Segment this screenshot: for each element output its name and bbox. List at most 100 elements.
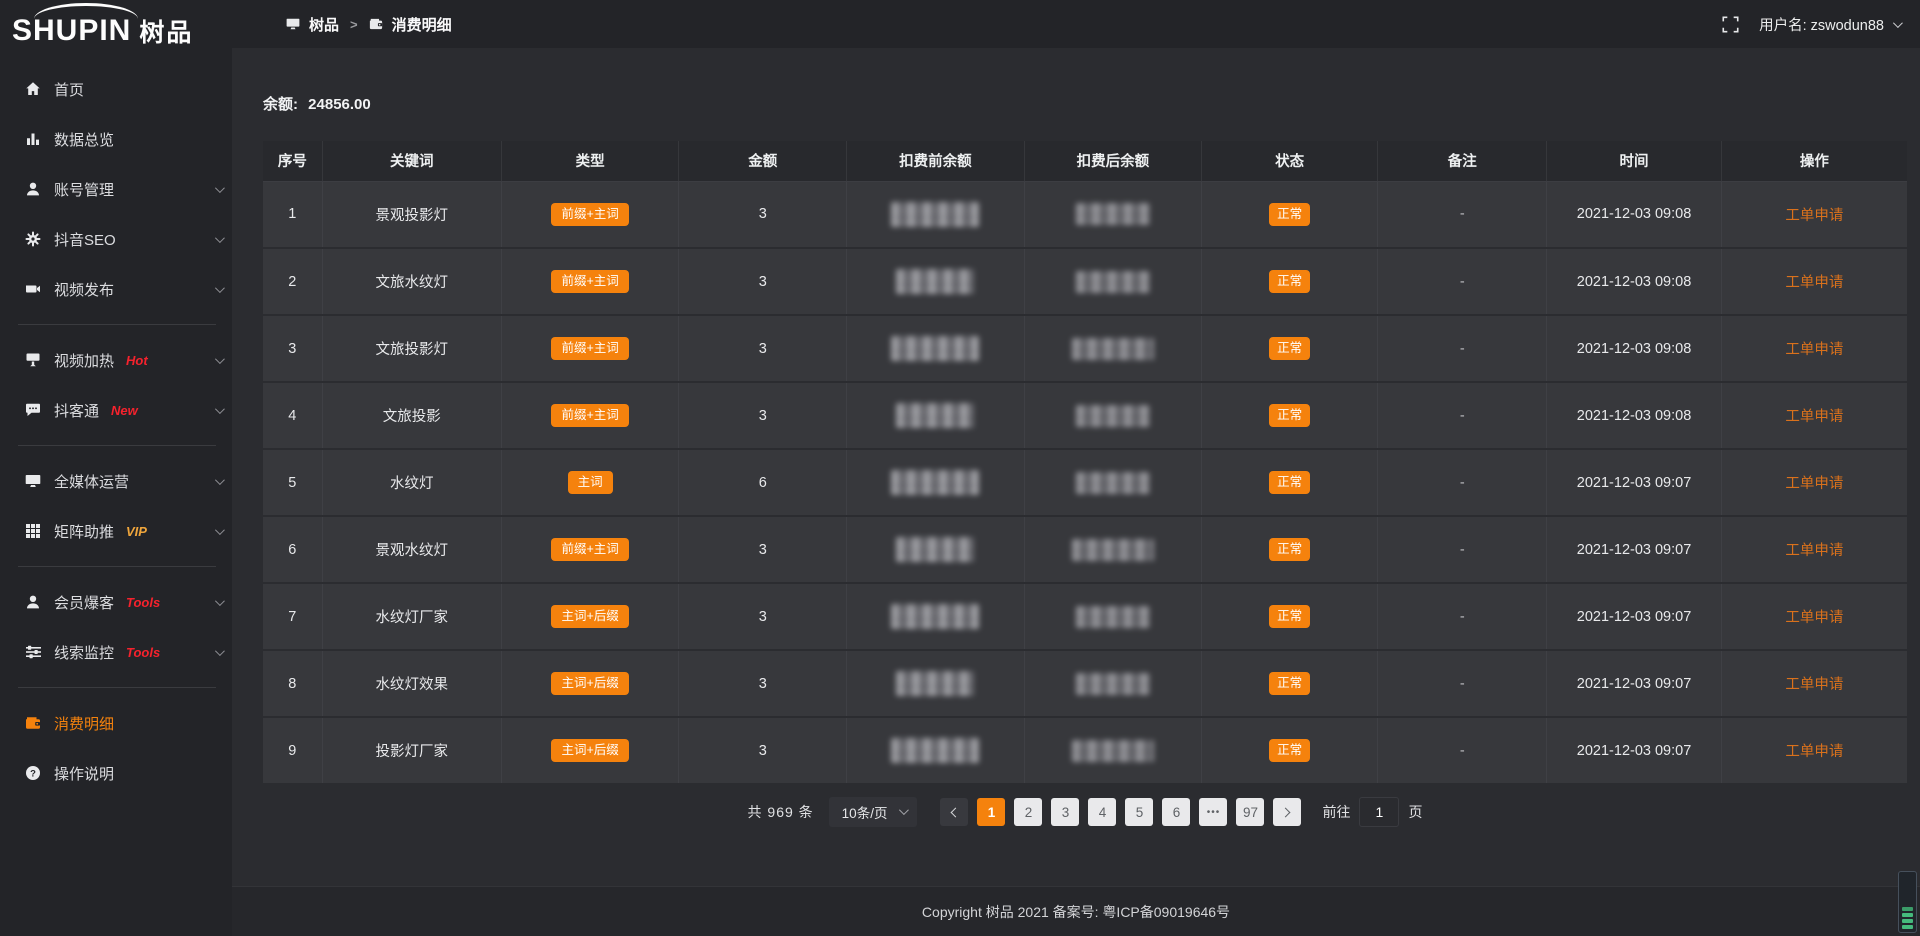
cell-time: 2021-12-03 09:08 bbox=[1546, 181, 1722, 249]
table-row: 4 文旅投影 前缀+主词 3 正常 - 2021-12-03 09:08 工单申… bbox=[263, 382, 1907, 450]
blurred-value bbox=[891, 201, 980, 227]
blurred-value bbox=[1075, 672, 1150, 695]
cell-keyword: 文旅投影 bbox=[322, 382, 502, 450]
ticket-apply-link[interactable]: 工单申请 bbox=[1785, 610, 1844, 626]
sidebar-item-video-heat[interactable]: 视频加热 Hot bbox=[0, 335, 232, 385]
cell-note: - bbox=[1377, 717, 1548, 785]
cell-note: - bbox=[1377, 248, 1548, 316]
extension-widget[interactable] bbox=[1898, 871, 1917, 933]
ticket-apply-link[interactable]: 工单申请 bbox=[1785, 476, 1844, 492]
sidebar-item-label: 全媒体运营 bbox=[54, 473, 130, 491]
cell-status: 正常 bbox=[1201, 583, 1379, 651]
prev-page-button[interactable] bbox=[940, 798, 969, 826]
page-button[interactable]: 97 bbox=[1236, 798, 1265, 826]
blurred-value bbox=[1075, 203, 1150, 226]
ticket-apply-link[interactable]: 工单申请 bbox=[1785, 543, 1844, 559]
hot-tag: Hot bbox=[126, 352, 148, 368]
cell-type: 前缀+主词 bbox=[501, 181, 680, 249]
sidebar-item-member-baoke[interactable]: 会员爆客 Tools bbox=[0, 577, 232, 627]
column-header-balance-before: 扣费前余额 bbox=[846, 141, 1025, 182]
table-row: 1 景观投影灯 前缀+主词 3 正常 - 2021-12-03 09:08 工单… bbox=[263, 181, 1907, 249]
sidebar-item-label: 线索监控 bbox=[54, 644, 115, 662]
home-icon bbox=[24, 81, 41, 98]
cell-type: 前缀+主词 bbox=[501, 382, 680, 450]
cell-keyword: 水纹灯效果 bbox=[322, 650, 502, 718]
cell-balance-after bbox=[1024, 650, 1203, 718]
page-button[interactable]: 4 bbox=[1088, 798, 1117, 826]
blurred-value bbox=[891, 336, 980, 361]
ticket-apply-link[interactable]: 工单申请 bbox=[1785, 677, 1844, 693]
page-button[interactable]: 5 bbox=[1125, 798, 1154, 826]
more-pages-button[interactable]: ••• bbox=[1199, 798, 1228, 826]
column-header-balance-after: 扣费后余额 bbox=[1024, 141, 1203, 182]
monitor-icon bbox=[24, 473, 41, 490]
ticket-apply-link[interactable]: 工单申请 bbox=[1785, 409, 1844, 425]
sidebar-item-clue-monitor[interactable]: 线索监控 Tools bbox=[0, 627, 232, 677]
sidebar-item-operation-guide[interactable]: ? 操作说明 bbox=[0, 748, 232, 798]
grid-icon bbox=[24, 523, 41, 540]
sidebar-item-matrix-boost[interactable]: 矩阵助推 VIP bbox=[0, 506, 232, 556]
sidebar-item-all-media-operation[interactable]: 全媒体运营 bbox=[0, 456, 232, 506]
cell-seq: 6 bbox=[263, 516, 323, 584]
ticket-apply-link[interactable]: 工单申请 bbox=[1785, 207, 1844, 224]
cell-note: - bbox=[1377, 449, 1548, 517]
cell-balance-before bbox=[846, 315, 1025, 383]
ticket-apply-link[interactable]: 工单申请 bbox=[1785, 744, 1844, 760]
status-badge: 正常 bbox=[1269, 270, 1311, 293]
sidebar-item-douyin-seo[interactable]: 抖音SEO bbox=[0, 214, 232, 264]
breadcrumb-current: 消费明细 bbox=[391, 16, 452, 34]
column-header-note: 备注 bbox=[1377, 141, 1548, 182]
breadcrumb-separator: > bbox=[350, 16, 358, 32]
table-row: 8 水纹灯效果 主词+后缀 3 正常 - 2021-12-03 09:07 工单… bbox=[263, 650, 1907, 718]
sidebar-item-doukoutong[interactable]: 抖客通 New bbox=[0, 385, 232, 435]
page-button[interactable]: 6 bbox=[1162, 798, 1191, 826]
sidebar-item-video-publish[interactable]: 视频发布 bbox=[0, 264, 232, 314]
cell-amount: 3 bbox=[678, 516, 848, 584]
cell-amount: 3 bbox=[678, 248, 848, 316]
sidebar-item-label: 视频加热 bbox=[54, 352, 115, 370]
cell-action: 工单申请 bbox=[1721, 382, 1907, 450]
sidebar-item-home[interactable]: 首页 bbox=[0, 64, 232, 114]
cell-balance-before bbox=[846, 717, 1025, 785]
chevron-right-icon bbox=[1281, 807, 1291, 817]
topbar-right: 用户名: zswodun88 bbox=[1722, 14, 1920, 35]
page-size-select[interactable]: 10条/页 bbox=[828, 797, 918, 827]
page-button[interactable]: 3 bbox=[1051, 798, 1080, 826]
table-row: 6 景观水纹灯 前缀+主词 3 正常 - 2021-12-03 09:07 工单… bbox=[263, 516, 1907, 584]
cell-balance-before bbox=[846, 516, 1025, 584]
widget-bar bbox=[1902, 919, 1913, 923]
ticket-apply-link[interactable]: 工单申请 bbox=[1785, 342, 1844, 358]
sidebar-item-consumption-detail[interactable]: 消费明细 bbox=[0, 698, 232, 748]
page-button[interactable]: 2 bbox=[1014, 798, 1043, 826]
cell-note: - bbox=[1377, 181, 1548, 249]
sidebar-item-data-overview[interactable]: 数据总览 bbox=[0, 114, 232, 164]
ticket-apply-link[interactable]: 工单申请 bbox=[1785, 275, 1844, 291]
column-header-amount: 金额 bbox=[678, 141, 848, 182]
blurred-value bbox=[891, 604, 980, 629]
cell-balance-after bbox=[1024, 248, 1203, 316]
column-header-keyword: 关键词 bbox=[322, 141, 502, 182]
user-icon bbox=[24, 181, 41, 198]
balance-display: 余额: 24856.00 bbox=[263, 93, 1907, 114]
cell-seq: 7 bbox=[263, 583, 323, 651]
blurred-value bbox=[1071, 337, 1154, 360]
cell-seq: 9 bbox=[263, 717, 323, 785]
blurred-value bbox=[1071, 739, 1154, 762]
cell-action: 工单申请 bbox=[1721, 583, 1907, 651]
next-page-button[interactable] bbox=[1273, 798, 1302, 826]
cell-status: 正常 bbox=[1201, 516, 1379, 584]
sidebar-item-account-management[interactable]: 账号管理 bbox=[0, 164, 232, 214]
user-menu[interactable]: 用户名: zswodun88 bbox=[1759, 14, 1903, 35]
column-header-action: 操作 bbox=[1721, 141, 1907, 182]
goto-page: 前往 页 bbox=[1322, 797, 1422, 827]
goto-page-input[interactable] bbox=[1359, 797, 1400, 827]
page-button[interactable]: 1 bbox=[977, 798, 1006, 826]
cell-amount: 3 bbox=[678, 315, 848, 383]
tools-tag: Tools bbox=[126, 644, 161, 660]
breadcrumb-root[interactable]: 树品 bbox=[309, 16, 340, 34]
logo-text-cn: 树品 bbox=[139, 19, 194, 47]
type-badge: 主词 bbox=[567, 471, 613, 494]
cell-balance-before bbox=[846, 181, 1025, 249]
cell-balance-after bbox=[1024, 382, 1203, 450]
fullscreen-icon[interactable] bbox=[1722, 15, 1739, 33]
